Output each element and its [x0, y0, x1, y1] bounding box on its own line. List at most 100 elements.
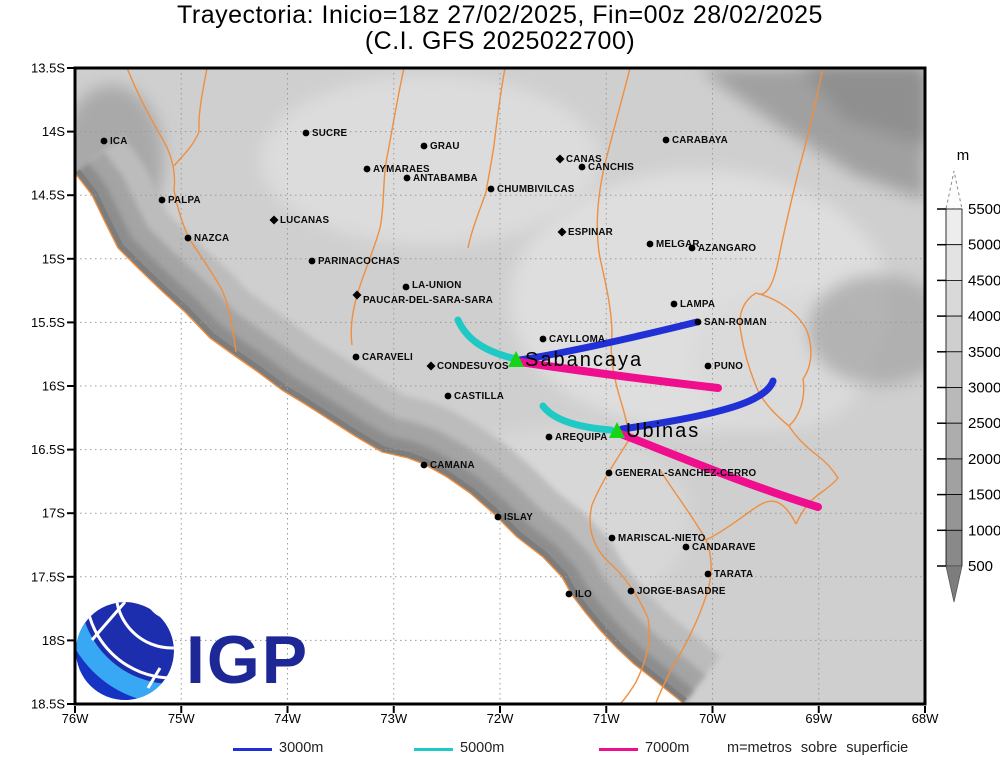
city-marker: [420, 142, 428, 150]
city-label: PAUCAR-DEL-SARA-SARA: [363, 295, 493, 306]
lon-tick-label: 72W: [487, 711, 514, 726]
city-marker: [627, 587, 635, 595]
lon-tick-label: 68W: [912, 711, 939, 726]
colorbar-top-arrow: [945, 170, 963, 210]
lon-tick-label: 71W: [593, 711, 620, 726]
city-marker: [539, 335, 547, 343]
city-marker: [352, 290, 362, 300]
trajectory-sabancaya-3000m: [516, 318, 701, 364]
city-marker: [662, 136, 670, 144]
city-marker: [487, 185, 495, 193]
city-marker: [302, 129, 310, 137]
axes: 13.5S 14S 14.5S 15S 15.5S 16S 16.5S 17S 17.5S 18S…: [31, 61, 939, 727]
city-label: MARISCAL-NIETO: [618, 533, 706, 544]
city-label: ANTABAMBA: [413, 173, 478, 184]
legend-line-5000m: [414, 748, 453, 751]
city-label: AYMARAES: [373, 164, 430, 175]
volcano-marker-ubinas: [609, 422, 625, 438]
city-marker: [444, 392, 452, 400]
city-label: CHUMBIVILCAS: [497, 184, 575, 195]
city-marker: [608, 534, 616, 542]
coastline: [75, 172, 684, 704]
city-marker: [704, 362, 712, 370]
trajectory-ubinas-7000m: [617, 430, 822, 511]
colorbar-segment: [945, 458, 963, 495]
city-label: CANAS: [566, 154, 602, 165]
legend-label-5000m: 5000m: [460, 740, 505, 756]
trajectory-sabancaya-7000m: [516, 358, 722, 392]
lat-tick-label: 17S: [42, 506, 65, 521]
lat-tick-label: 16.5S: [31, 442, 65, 457]
city-label: LUCANAS: [280, 215, 330, 226]
colorbar-segment: [945, 422, 963, 460]
city-marker: [100, 137, 108, 145]
city-label: CARAVELI: [362, 352, 413, 363]
city-label: PARINACOCHAS: [318, 256, 400, 267]
city-marker: [682, 543, 690, 551]
lake-titicaca-outline: [739, 292, 812, 427]
legend-label-3000m: 3000m: [279, 740, 324, 756]
city-marker: [646, 240, 654, 248]
city-label: ISLAY: [504, 512, 533, 523]
colorbar-tick-label: 5500: [968, 201, 1000, 218]
colorbar-tick-label: 2000: [968, 451, 1000, 468]
city-label: ICA: [110, 136, 127, 147]
lon-tick-label: 69W: [805, 711, 832, 726]
city-label: CANCHIS: [588, 162, 634, 173]
title-line1: Trayectoria: Inicio=18z 27/02/2025, Fin=…: [177, 1, 823, 29]
colorbar-tick-label: 3000: [968, 380, 1000, 397]
city-marker: [578, 163, 586, 171]
city-label: TARATA: [714, 569, 753, 580]
city-marker: [184, 234, 192, 242]
colorbar-bottom-arrow: [945, 565, 963, 603]
terrain-relief: [75, 68, 925, 704]
city-marker: [688, 244, 696, 252]
city-marker: [308, 257, 316, 265]
city-label: JORGE-BASADRE: [637, 586, 726, 597]
city-marker: [494, 513, 502, 521]
city-label: CAMANA: [430, 460, 475, 471]
city-marker: [269, 215, 279, 225]
ocean: [75, 173, 686, 704]
city-label: SAN-ROMAN: [704, 317, 767, 328]
lon-tick-label: 73W: [380, 711, 407, 726]
city-marker: [565, 590, 573, 598]
trajectories: [454, 316, 822, 511]
city-marker: [704, 570, 712, 578]
city-label: AZANGARO: [698, 243, 756, 254]
lat-tick-label: 18.5S: [31, 697, 65, 712]
colorbar-tick-label: 2500: [968, 415, 1000, 432]
legend-line-3000m: [233, 748, 272, 751]
city-marker: [694, 318, 702, 326]
colorbar-tick-label: 1000: [968, 522, 1000, 539]
trajectory-ubinas-5000m: [539, 402, 615, 434]
lat-tick-label: 17.5S: [31, 569, 65, 584]
lon-tick-label: 76W: [62, 711, 89, 726]
colorbar-tick-label: 3500: [968, 344, 1000, 361]
city-label: GENERAL-SANCHEZ-CERRO: [615, 468, 757, 479]
city-label: SUCRE: [312, 128, 348, 139]
colorbar-unit: m: [957, 147, 970, 164]
igp-logo-text: IGP: [186, 622, 309, 698]
city-marker: [426, 361, 436, 371]
city-marker: [605, 469, 613, 477]
city-marker: [363, 165, 371, 173]
lon-tick-label: 70W: [699, 711, 726, 726]
city-marker: [420, 461, 428, 469]
lat-tick-label: 14.5S: [31, 188, 65, 203]
city-label: CASTILLA: [454, 391, 504, 402]
lat-tick-label: 14S: [42, 124, 65, 139]
city-marker: [670, 300, 678, 308]
figure-title: Trayectoria: Inicio=18z 27/02/2025, Fin=…: [0, 2, 1000, 54]
colorbar-segment: [945, 244, 963, 281]
colorbar-tick-label: 500: [968, 558, 993, 575]
colorbar-segment: [945, 279, 963, 317]
volcano-markers: [508, 351, 625, 438]
colorbar-segment: [945, 494, 963, 531]
city-label: CONDESUYOS: [437, 361, 509, 372]
elevation-colorbar: 5500 5000 4500 4000 3500 3000 2500 2000 1500 1000…: [937, 147, 1000, 603]
city-marker: [545, 433, 553, 441]
colorbar-segment: [945, 208, 963, 246]
city-label: CAYLLOMA: [549, 334, 605, 345]
